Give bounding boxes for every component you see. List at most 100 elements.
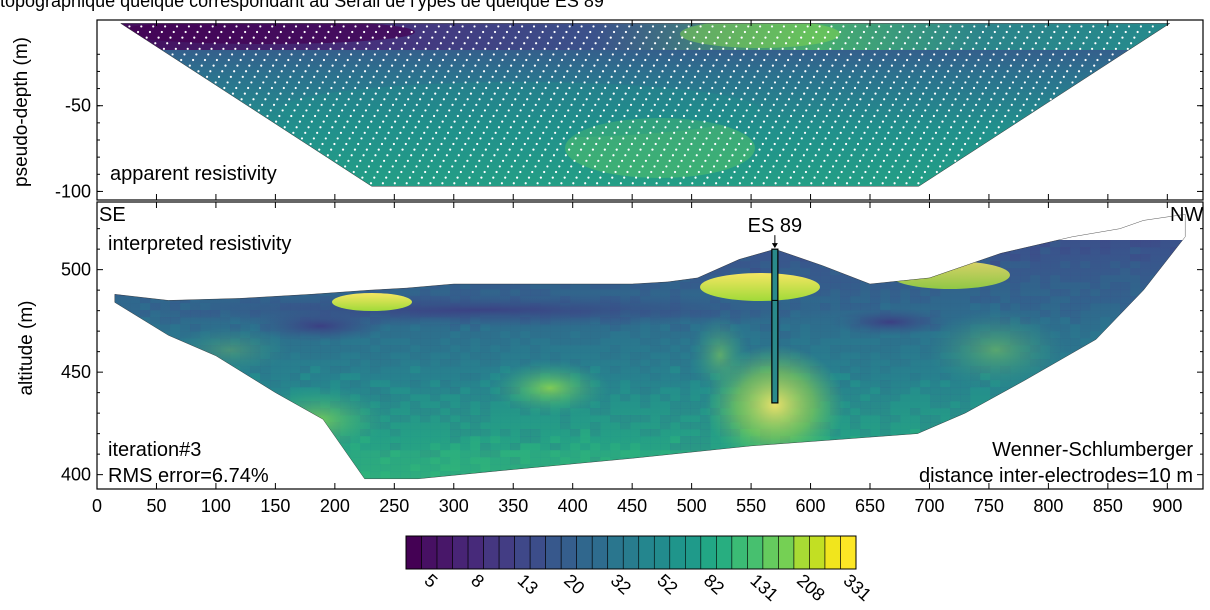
section-cell bbox=[290, 380, 301, 388]
section-cell bbox=[730, 268, 741, 276]
section-cell bbox=[370, 338, 381, 346]
measurement-point bbox=[374, 30, 378, 34]
measurement-point bbox=[1045, 64, 1048, 67]
section-cell bbox=[830, 324, 841, 332]
section-cell bbox=[650, 394, 661, 402]
measurement-point bbox=[219, 53, 222, 56]
measurement-point bbox=[454, 98, 457, 101]
measurement-point bbox=[502, 98, 505, 101]
measurement-point bbox=[181, 36, 184, 39]
section-cell bbox=[400, 373, 411, 381]
section-cell bbox=[520, 345, 531, 353]
measurement-point bbox=[244, 70, 248, 73]
section-cell bbox=[570, 338, 581, 346]
section-cell bbox=[1040, 303, 1051, 311]
measurement-point bbox=[584, 58, 587, 62]
measurement-point bbox=[812, 75, 816, 78]
measurement-point bbox=[757, 109, 760, 112]
measurement-point bbox=[454, 159, 457, 162]
measurement-point bbox=[894, 159, 897, 162]
measurement-point bbox=[622, 137, 625, 140]
section-cell bbox=[410, 380, 421, 388]
section-cell bbox=[380, 359, 391, 367]
section-cell bbox=[490, 408, 501, 416]
measurement-point bbox=[465, 120, 468, 123]
measurement-point bbox=[670, 114, 674, 118]
measurement-point bbox=[464, 81, 467, 84]
measurement-point bbox=[653, 165, 656, 168]
measurement-point bbox=[237, 42, 240, 45]
measurement-point bbox=[175, 25, 179, 28]
section-cell bbox=[170, 324, 181, 332]
measurement-point bbox=[1046, 42, 1049, 45]
measurement-point bbox=[856, 42, 859, 45]
measurement-point bbox=[476, 81, 479, 84]
measurement-point bbox=[712, 126, 715, 129]
measurement-point bbox=[772, 165, 775, 168]
section-cell bbox=[660, 415, 671, 423]
measurement-point bbox=[302, 53, 305, 56]
measurement-point bbox=[471, 109, 475, 112]
measurement-point bbox=[753, 176, 757, 179]
measurement-point bbox=[792, 170, 796, 174]
section-cell bbox=[430, 408, 441, 416]
measurement-point bbox=[746, 148, 749, 151]
measurement-point bbox=[781, 47, 784, 50]
measurement-point bbox=[518, 131, 521, 134]
measurement-point bbox=[630, 42, 633, 45]
measurement-point bbox=[378, 126, 382, 129]
measurement-point bbox=[350, 154, 353, 157]
measurement-point bbox=[581, 126, 584, 129]
measurement-point bbox=[638, 170, 641, 174]
measurement-point bbox=[451, 103, 454, 106]
measurement-point bbox=[350, 92, 354, 95]
measurement-point bbox=[424, 47, 427, 50]
measurement-point bbox=[326, 53, 329, 56]
measurement-point bbox=[344, 42, 347, 45]
measurement-point bbox=[968, 114, 971, 118]
section-cell bbox=[480, 282, 491, 290]
measurement-point bbox=[605, 64, 608, 67]
measurement-point bbox=[1077, 70, 1081, 73]
measurement-point bbox=[729, 75, 732, 78]
measurement-point bbox=[547, 142, 550, 146]
measurement-point bbox=[876, 170, 879, 174]
section-cell bbox=[850, 338, 861, 346]
section-cell bbox=[940, 380, 951, 388]
measurement-point bbox=[769, 170, 772, 174]
measurement-point bbox=[418, 58, 421, 62]
section-cell bbox=[860, 408, 871, 416]
measurement-point bbox=[257, 109, 260, 112]
measurement-point bbox=[757, 170, 760, 174]
measurement-point bbox=[452, 81, 455, 84]
measurement-point bbox=[1034, 103, 1037, 106]
measurement-point bbox=[1002, 36, 1005, 39]
measurement-point bbox=[537, 159, 540, 162]
section-cell bbox=[820, 359, 831, 367]
section-cell bbox=[1080, 331, 1091, 339]
measurement-point bbox=[850, 154, 853, 157]
measurement-point bbox=[997, 64, 1001, 67]
measurement-point bbox=[550, 137, 553, 140]
measurement-point bbox=[796, 165, 799, 168]
section-cell bbox=[620, 338, 631, 346]
section-cell bbox=[680, 380, 691, 388]
section-cell bbox=[620, 422, 631, 430]
measurement-point bbox=[508, 86, 512, 90]
section-cell bbox=[1120, 303, 1131, 311]
section-cell bbox=[390, 373, 401, 381]
measurement-point bbox=[408, 176, 412, 179]
measurement-point bbox=[786, 58, 790, 62]
section-cell bbox=[600, 415, 611, 423]
measurement-point bbox=[675, 148, 678, 151]
measurement-point bbox=[529, 30, 532, 34]
measurement-point bbox=[861, 176, 864, 179]
measurement-point bbox=[718, 176, 721, 179]
measurement-point bbox=[510, 64, 513, 67]
measurement-point bbox=[927, 165, 930, 168]
section-cell bbox=[690, 408, 701, 416]
measurement-point bbox=[404, 42, 407, 45]
measurement-point bbox=[969, 30, 973, 34]
section-cell bbox=[130, 296, 141, 304]
measurement-point bbox=[223, 86, 226, 90]
